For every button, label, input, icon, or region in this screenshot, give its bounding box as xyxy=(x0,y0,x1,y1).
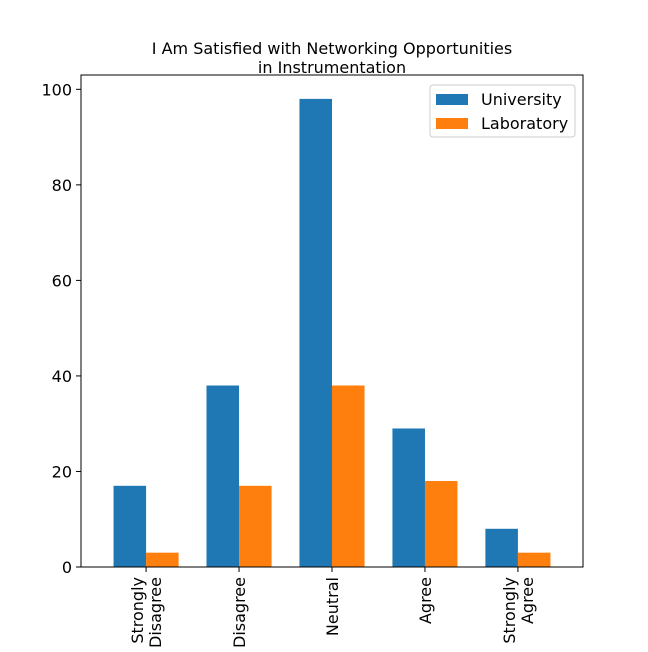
x-tick-label-2-line-0: Neutral xyxy=(323,577,342,636)
x-axis: Strongly Disagree Disagree Neutral Agree Stro… xyxy=(128,567,537,648)
legend: University Laboratory xyxy=(429,84,576,138)
bar-university-2 xyxy=(299,98,332,567)
x-tick-label-0-line-1: Disagree xyxy=(146,577,165,648)
legend-label-university: University xyxy=(481,90,562,109)
x-tick-label-3-line-0: Agree xyxy=(416,577,435,624)
y-tick-label-100: 100 xyxy=(41,80,72,99)
bar-laboratory-1 xyxy=(239,485,272,567)
y-tick-label-0: 0 xyxy=(62,558,72,577)
bar-university-1 xyxy=(206,385,240,567)
x-tick-label-1-line-0: Disagree xyxy=(230,577,249,648)
bars-group xyxy=(113,98,551,567)
chart-title-line-1: I Am Satisfied with Networking Opportuni… xyxy=(152,39,512,58)
legend-swatch-university xyxy=(436,94,468,105)
x-tick-label-4-line-1: Agree xyxy=(518,577,537,624)
bar-laboratory-2 xyxy=(332,385,365,567)
y-tick-label-40: 40 xyxy=(52,367,72,386)
y-tick-label-20: 20 xyxy=(52,462,72,481)
legend-label-laboratory: Laboratory xyxy=(481,114,568,133)
bar-laboratory-4 xyxy=(517,552,551,567)
plot-frame xyxy=(80,74,584,568)
y-axis: 0 20 40 60 80 100 xyxy=(41,80,81,577)
legend-swatch-laboratory xyxy=(436,118,468,129)
x-tick-label-4-line-0: Strongly xyxy=(500,577,519,644)
bar-laboratory-3 xyxy=(424,481,458,567)
bar-university-3 xyxy=(392,428,425,567)
x-tick-label-0-line-0: Strongly xyxy=(128,577,147,644)
bar-university-0 xyxy=(113,485,147,567)
chart-title-line-2: in Instrumentation xyxy=(258,58,406,77)
bar-university-4 xyxy=(485,528,518,567)
y-tick-label-80: 80 xyxy=(52,176,72,195)
bar-laboratory-0 xyxy=(146,552,179,567)
y-tick-label-60: 60 xyxy=(52,271,72,290)
